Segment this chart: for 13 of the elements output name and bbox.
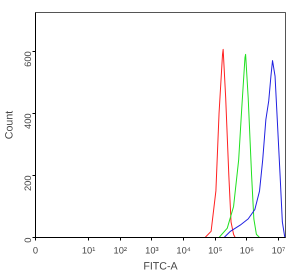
x-tick-label: 10⁵ (208, 246, 222, 256)
y-axis-title: Count (4, 110, 16, 140)
x-tick-label: 10¹ (82, 246, 96, 256)
x-tick-label: 10² (114, 246, 128, 256)
y-tick-label: 400 (23, 113, 33, 129)
x-tick-label: 10⁶ (240, 246, 254, 256)
x-tick-label: 10³ (145, 246, 159, 256)
x-tick-label: 10⁷ (272, 246, 286, 256)
y-tick-label: 0 (23, 237, 33, 243)
x-tick-label: 10⁴ (176, 246, 191, 256)
y-tick-label: 200 (23, 175, 33, 191)
x-axis-title: FITC-A (143, 260, 179, 272)
y-tick-label: 600 (23, 51, 33, 67)
